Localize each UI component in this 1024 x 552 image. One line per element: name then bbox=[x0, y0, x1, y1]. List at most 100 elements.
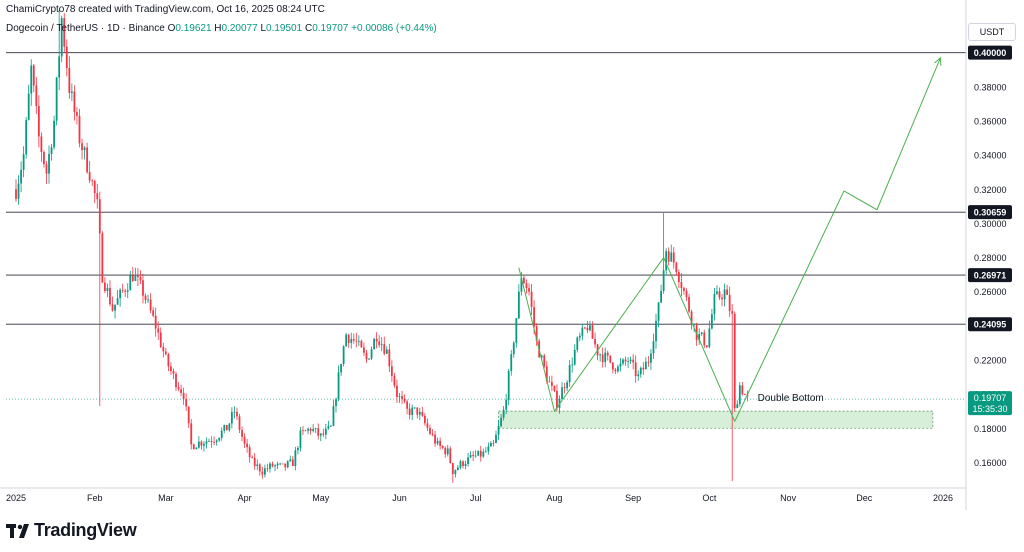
price-tick-label: 0.38000 bbox=[974, 82, 1007, 92]
support-zone bbox=[498, 410, 934, 429]
candle-body bbox=[601, 354, 604, 363]
candle-body bbox=[431, 433, 434, 435]
symbol-name[interactable]: Dogecoin / TetherUS · 1D · Binance bbox=[6, 23, 165, 34]
candle-body bbox=[124, 290, 127, 292]
candle-body bbox=[416, 407, 419, 415]
candle-body bbox=[197, 441, 200, 448]
candle-body bbox=[172, 371, 175, 374]
candle-body bbox=[106, 287, 109, 292]
candle-body bbox=[594, 338, 596, 345]
candle-body bbox=[561, 387, 563, 399]
candle-body bbox=[360, 340, 363, 348]
candle-body bbox=[543, 355, 546, 367]
candle-body bbox=[83, 147, 86, 151]
candle-body bbox=[284, 463, 287, 468]
candle-body bbox=[710, 314, 713, 329]
candle-body bbox=[116, 298, 119, 305]
candle-body bbox=[134, 275, 137, 281]
candle-body bbox=[233, 411, 236, 413]
time-tick-label: Apr bbox=[238, 493, 252, 503]
candle-body bbox=[324, 428, 327, 435]
candle-body bbox=[314, 428, 317, 430]
candle-body bbox=[363, 347, 365, 353]
candle-body bbox=[540, 355, 543, 358]
level-price-badge bbox=[968, 268, 1012, 283]
candle-body bbox=[566, 382, 569, 389]
price-tick-label: 0.34000 bbox=[974, 151, 1007, 161]
candle-body bbox=[535, 326, 538, 341]
candle-body bbox=[101, 233, 104, 283]
candle-body bbox=[182, 393, 185, 400]
candle-body bbox=[253, 457, 256, 467]
time-tick-label: 2025 bbox=[6, 493, 26, 503]
candle-body bbox=[698, 333, 701, 341]
candle-body bbox=[45, 164, 48, 174]
candle-body bbox=[703, 332, 706, 346]
candle-body bbox=[568, 365, 571, 383]
candle-body bbox=[126, 290, 129, 292]
level-price-badge-text: 0.24095 bbox=[974, 320, 1007, 330]
candle-body bbox=[695, 323, 698, 341]
candle-body bbox=[604, 352, 607, 363]
price-tick-label: 0.22000 bbox=[974, 355, 1007, 365]
level-price-badge bbox=[968, 205, 1012, 220]
candle-body bbox=[215, 440, 218, 443]
candle-body bbox=[357, 340, 360, 342]
candle-body bbox=[713, 293, 716, 315]
candle-body bbox=[657, 302, 660, 321]
candle-body bbox=[500, 417, 502, 427]
open-label: O bbox=[167, 23, 176, 34]
candle-body bbox=[137, 275, 139, 278]
time-tick-label: Nov bbox=[780, 493, 797, 503]
tradingview-logo[interactable]: TradingView bbox=[6, 520, 137, 541]
candle-body bbox=[380, 344, 383, 346]
price-tick-label: 0.36000 bbox=[974, 116, 1007, 126]
candle-body bbox=[78, 115, 81, 144]
candle-body bbox=[617, 366, 619, 372]
candle-body bbox=[32, 65, 35, 86]
low-label: L bbox=[260, 23, 267, 34]
candle-body bbox=[25, 119, 28, 155]
candle-body bbox=[164, 351, 167, 355]
candle-body bbox=[388, 349, 391, 367]
candle-body bbox=[147, 299, 149, 301]
time-tick-label: Jul bbox=[470, 493, 482, 503]
candle-body bbox=[86, 147, 89, 173]
close-label: C bbox=[304, 23, 313, 34]
level-price-badge-text: 0.40000 bbox=[974, 48, 1007, 58]
candle-body bbox=[589, 325, 591, 331]
candle-body bbox=[88, 172, 91, 181]
candle-body bbox=[238, 416, 241, 430]
price-tick-label: 0.16000 bbox=[974, 458, 1007, 468]
candle-body bbox=[667, 251, 670, 262]
candle-body bbox=[17, 183, 20, 199]
candle-body bbox=[48, 153, 50, 174]
candle-body bbox=[63, 18, 66, 47]
candle-body bbox=[479, 450, 482, 457]
candle-body bbox=[35, 85, 38, 107]
candle-body bbox=[467, 457, 469, 464]
double-bottom-label: Double Bottom bbox=[758, 393, 824, 404]
candle-body bbox=[355, 340, 358, 342]
candle-body bbox=[225, 425, 228, 431]
currency-button[interactable]: USDT bbox=[968, 23, 1016, 41]
candle-body bbox=[365, 352, 368, 360]
candle-body bbox=[281, 463, 284, 465]
candle-body bbox=[606, 352, 609, 356]
current-price-text: 0.19707 bbox=[974, 393, 1007, 403]
candle-body bbox=[451, 463, 454, 475]
candle-body bbox=[180, 389, 182, 394]
candle-body bbox=[736, 404, 739, 409]
candle-body bbox=[462, 461, 464, 467]
candle-body bbox=[93, 181, 96, 194]
low-value: 0.19501 bbox=[266, 23, 303, 34]
candle-body bbox=[347, 334, 350, 343]
candle-body bbox=[721, 297, 723, 300]
candle-body bbox=[652, 341, 655, 354]
close-value: 0.19707 bbox=[312, 23, 349, 34]
candle-body bbox=[50, 147, 53, 154]
candle-body bbox=[149, 299, 152, 311]
candle-body bbox=[261, 471, 264, 475]
candle-body bbox=[670, 252, 673, 262]
candle-body bbox=[342, 346, 345, 364]
